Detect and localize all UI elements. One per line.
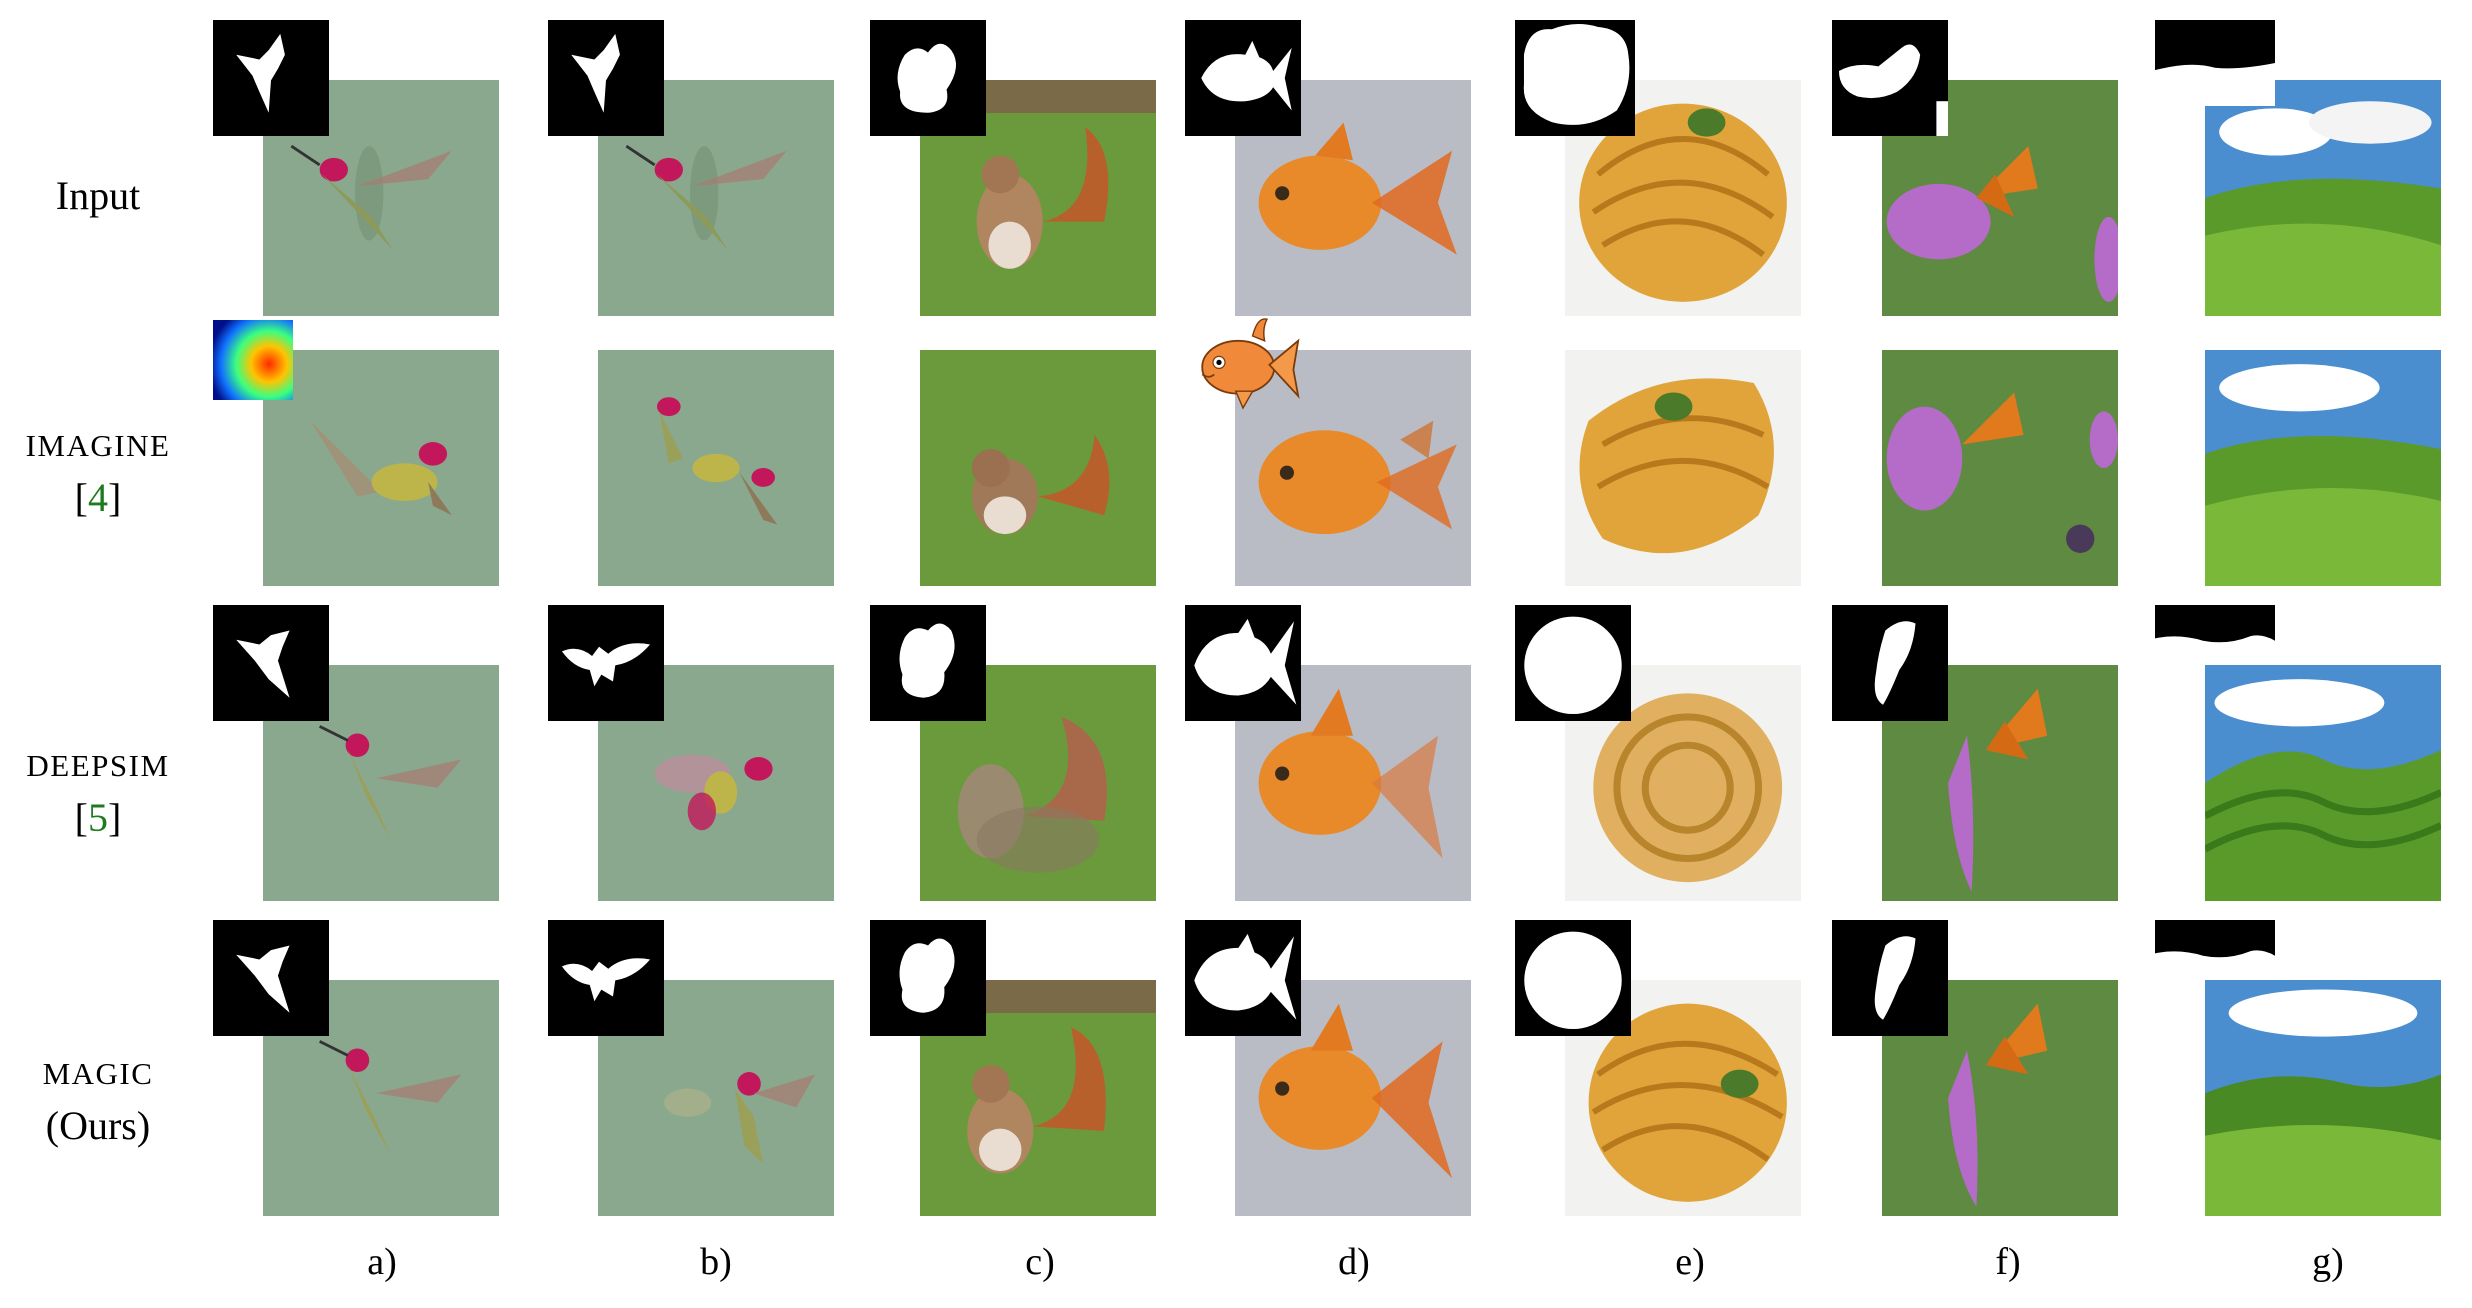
- cell-input-f: [1832, 20, 2132, 320]
- input-mask: [1185, 20, 1301, 136]
- output-mask: [213, 920, 329, 1036]
- output-mask: [1832, 605, 1948, 721]
- butterfly-photo: [1882, 350, 2118, 586]
- column-label-a: a): [367, 1241, 397, 1283]
- row-label-magic: MAGIC (Ours): [8, 1048, 188, 1152]
- cell-input-c: [870, 20, 1170, 320]
- row-label-text: MAGIC: [42, 1056, 154, 1091]
- cell-imagine-g: [2155, 320, 2455, 620]
- column-label-e: e): [1675, 1241, 1705, 1283]
- citation-number: 5: [88, 795, 108, 840]
- cell-imagine-a: [213, 320, 513, 620]
- cell-imagine-c: [870, 320, 1170, 620]
- input-mask: [213, 20, 329, 136]
- cell-imagine-d: [1185, 318, 1485, 620]
- input-mask: [2155, 20, 2275, 106]
- cell-deepsim-f: [1832, 605, 2132, 905]
- output-mask: [1515, 605, 1631, 721]
- cell-magic-g: [2155, 920, 2455, 1220]
- landscape-photo: [2205, 665, 2441, 901]
- row-label-text: Input: [55, 173, 141, 218]
- cell-magic-b: [548, 920, 848, 1220]
- output-mask: [1185, 605, 1301, 721]
- input-mask: [1515, 20, 1635, 136]
- cell-deepsim-e: [1515, 605, 1815, 905]
- column-label-b: b): [700, 1241, 732, 1283]
- output-mask: [2155, 605, 2275, 655]
- cell-magic-d: [1185, 920, 1485, 1220]
- cell-imagine-e: [1515, 320, 1815, 620]
- cell-deepsim-c: [870, 605, 1170, 905]
- cell-deepsim-b: [548, 605, 848, 905]
- cell-deepsim-d: [1185, 605, 1485, 905]
- output-mask: [2155, 920, 2275, 970]
- cell-input-d: [1185, 20, 1485, 320]
- input-mask: [870, 20, 986, 136]
- row-label-subtitle: (Ours): [45, 1103, 151, 1148]
- hummingbird-photo: [598, 350, 834, 586]
- cell-input-g: [2155, 20, 2455, 320]
- cell-imagine-b: [548, 320, 848, 620]
- heatmap-overlay: [213, 320, 293, 400]
- cell-input-e: [1515, 20, 1815, 320]
- output-mask: [213, 605, 329, 721]
- cell-input-a: [213, 20, 513, 320]
- squirrel-photo: [920, 665, 1156, 901]
- cell-magic-c: [870, 920, 1170, 1220]
- landscape-photo: [2205, 980, 2441, 1216]
- output-mask: [870, 920, 986, 1036]
- hummingbird-photo: [263, 350, 499, 586]
- cell-input-b: [548, 20, 848, 320]
- output-mask: [1832, 920, 1948, 1036]
- input-mask: [1832, 20, 1948, 136]
- squirrel-photo: [920, 350, 1156, 586]
- output-mask: [1185, 920, 1301, 1036]
- column-label-d: d): [1338, 1241, 1370, 1283]
- output-mask: [870, 605, 986, 721]
- cell-magic-f: [1832, 920, 2132, 1220]
- citation-bracket: [5]: [74, 795, 122, 840]
- landscape-photo: [2205, 350, 2441, 586]
- cell-deepsim-a: [213, 605, 513, 905]
- citation-bracket: [4]: [74, 475, 122, 520]
- output-mask: [548, 920, 664, 1036]
- goldfish-photo: [1235, 350, 1471, 586]
- cell-imagine-f: [1832, 320, 2132, 620]
- landscape-photo: [2205, 80, 2441, 316]
- goldfish-sticker-icon: [1183, 312, 1303, 432]
- column-label-c: c): [1025, 1241, 1055, 1283]
- citation-number: 4: [88, 475, 108, 520]
- row-label-text: IMAGINE: [25, 428, 171, 463]
- cell-deepsim-g: [2155, 605, 2455, 905]
- row-label-deepsim: DEEPSIM [5]: [8, 740, 188, 844]
- column-label-f: f): [1995, 1241, 2021, 1283]
- column-label-g: g): [2312, 1241, 2344, 1283]
- row-label-imagine: IMAGINE [4]: [8, 420, 188, 524]
- output-mask: [1515, 920, 1631, 1036]
- spaghetti-photo: [1565, 350, 1801, 586]
- row-label-text: DEEPSIM: [26, 748, 170, 783]
- cell-magic-a: [213, 920, 513, 1220]
- spaghetti-photo: [1565, 80, 1801, 316]
- row-label-input: Input: [8, 170, 188, 222]
- input-mask: [548, 20, 664, 136]
- output-mask: [548, 605, 664, 721]
- cell-magic-e: [1515, 920, 1815, 1220]
